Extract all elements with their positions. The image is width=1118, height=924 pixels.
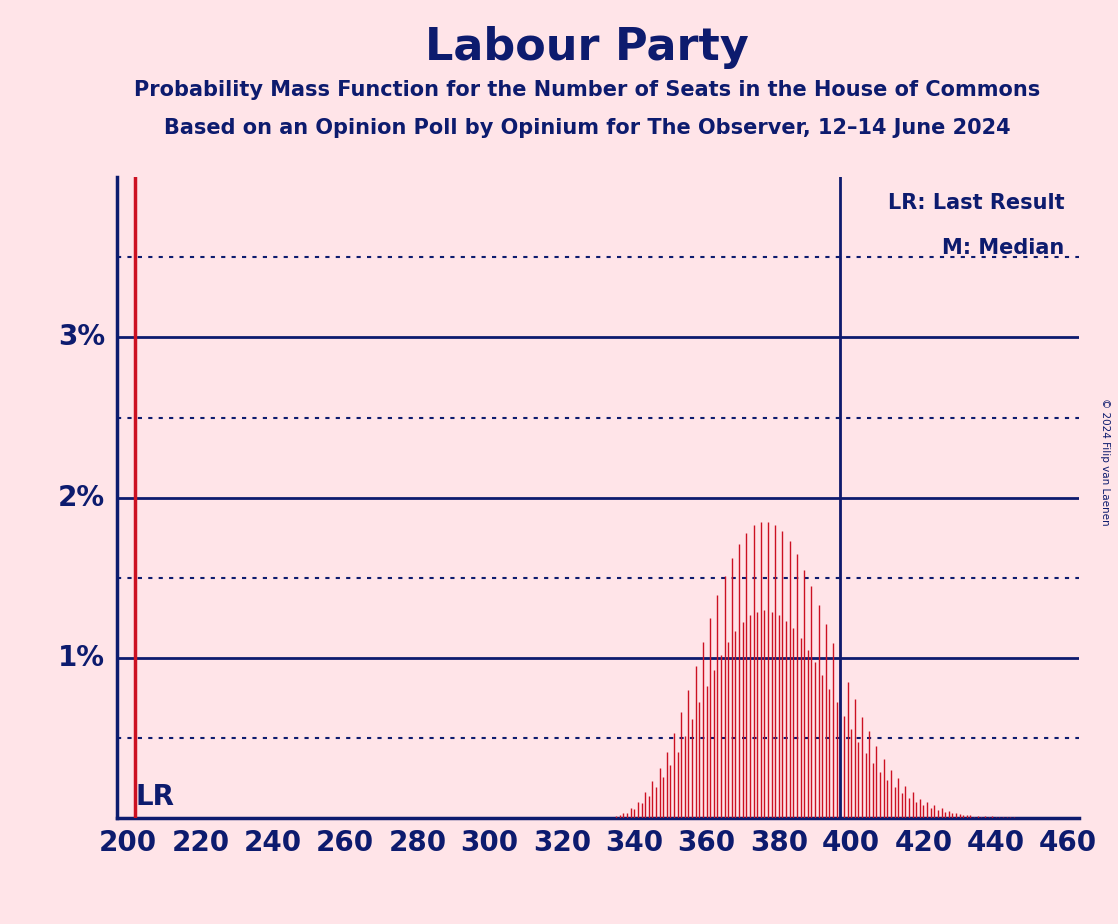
Text: Probability Mass Function for the Number of Seats in the House of Commons: Probability Mass Function for the Number… [134,80,1040,101]
Text: LR: LR [135,784,174,811]
Text: Based on an Opinion Poll by Opinium for The Observer, 12–14 June 2024: Based on an Opinion Poll by Opinium for … [163,118,1011,139]
Text: LR: Last Result: LR: Last Result [888,193,1064,213]
Text: Labour Party: Labour Party [425,26,749,69]
Text: M: Median: M: Median [942,238,1064,258]
Text: 2%: 2% [58,483,105,512]
Text: © 2024 Filip van Laenen: © 2024 Filip van Laenen [1100,398,1109,526]
Text: 3%: 3% [58,323,105,351]
Text: 1%: 1% [58,644,105,672]
